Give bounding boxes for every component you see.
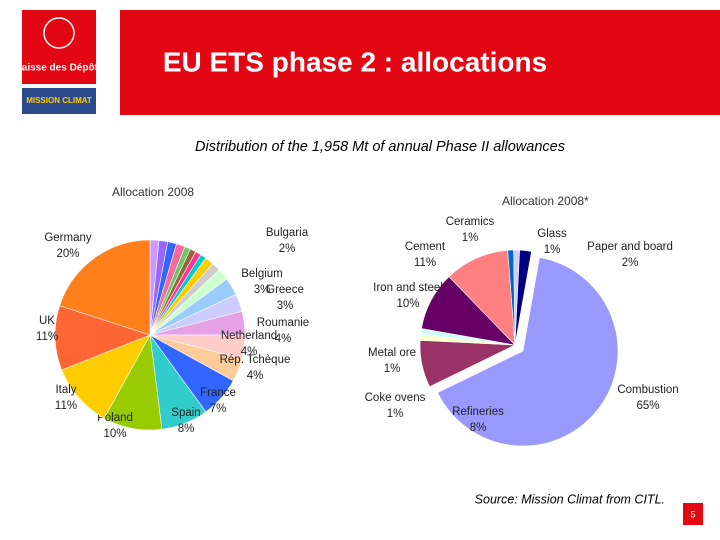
slice-value-label: 3% <box>277 300 294 312</box>
slice-value-label: 10% <box>396 298 419 310</box>
slice-label: Spain <box>171 407 200 419</box>
mission-logo-text: MISSION CLIMAT <box>26 96 92 105</box>
pie-slice <box>514 249 532 346</box>
slice-value-label: 4% <box>247 370 264 382</box>
chart-title: Allocation 2008* <box>502 194 589 208</box>
chart-title: Allocation 2008 <box>112 185 194 199</box>
slice-label: Germany <box>44 232 92 244</box>
title-banner <box>120 10 720 115</box>
slice-value-label: 10% <box>103 428 126 440</box>
slice-value-label: 8% <box>178 423 195 435</box>
slice-value-label: 7% <box>210 403 227 415</box>
page-number-box <box>683 503 703 525</box>
pie-slice <box>59 239 151 336</box>
slice-value-label: 8% <box>470 422 487 434</box>
slice-label: Ceramics <box>446 216 495 228</box>
slice-value-label: 1% <box>384 363 401 375</box>
pie-slice <box>61 334 151 419</box>
pie-slice <box>437 257 619 447</box>
slide-title: EU ETS phase 2 : allocations <box>163 46 547 77</box>
page-number: 5 <box>690 509 695 519</box>
slice-value-label: 1% <box>462 232 479 244</box>
source: Source: Mission Climat from CITL. <box>475 492 665 506</box>
slice-label: Greece <box>266 284 304 296</box>
slice-value-label: 11% <box>36 331 58 343</box>
slice-value-label: 4% <box>275 333 292 345</box>
slice-label: France <box>200 387 236 399</box>
slice-label: Belgium <box>241 268 283 280</box>
slice-value-label: 65% <box>636 400 659 412</box>
slice-value-label: 11% <box>414 257 436 269</box>
slice-value-label: 3% <box>254 284 271 296</box>
slice-value-label: 20% <box>56 248 79 260</box>
slice-value-label: 1% <box>544 244 561 256</box>
slice-value-label: 11% <box>55 400 77 412</box>
slice-value-label: 2% <box>622 257 639 269</box>
slice-label: Netherland <box>221 330 277 342</box>
charts: Allocation 2008Bulgaria2%Belgium3%Greece… <box>36 185 679 447</box>
slice-label: Combustion <box>617 384 678 396</box>
slice-label: UK <box>39 315 55 327</box>
slice-label: Coke ovens <box>365 392 426 404</box>
subtitle: Distribution of the 1,958 Mt of annual P… <box>195 139 565 155</box>
logo-emblem <box>43 17 75 49</box>
slice-label: Cement <box>405 241 446 253</box>
slice-label: Italy <box>55 384 76 396</box>
slice-label: Rép. Tchèque <box>220 354 291 366</box>
slice-label: Bulgaria <box>266 227 309 239</box>
slice-value-label: 2% <box>279 243 296 255</box>
pie-slice <box>54 305 151 371</box>
pie-slice <box>448 249 516 346</box>
slice-label: Paper and board <box>587 241 673 253</box>
slice-label: Refineries <box>452 406 504 418</box>
logo-box <box>22 10 96 84</box>
logo-text: Caisse des Dépôts <box>15 63 104 74</box>
mission-logo <box>22 88 96 114</box>
slice-label: Iron and steel <box>373 282 443 294</box>
slice-label: Metal ore <box>368 347 416 359</box>
slice-value-label: 4% <box>241 346 258 358</box>
slice-value-label: 1% <box>387 408 404 420</box>
slice-label: Roumanie <box>257 317 309 329</box>
slice-label: Glass <box>537 228 567 240</box>
